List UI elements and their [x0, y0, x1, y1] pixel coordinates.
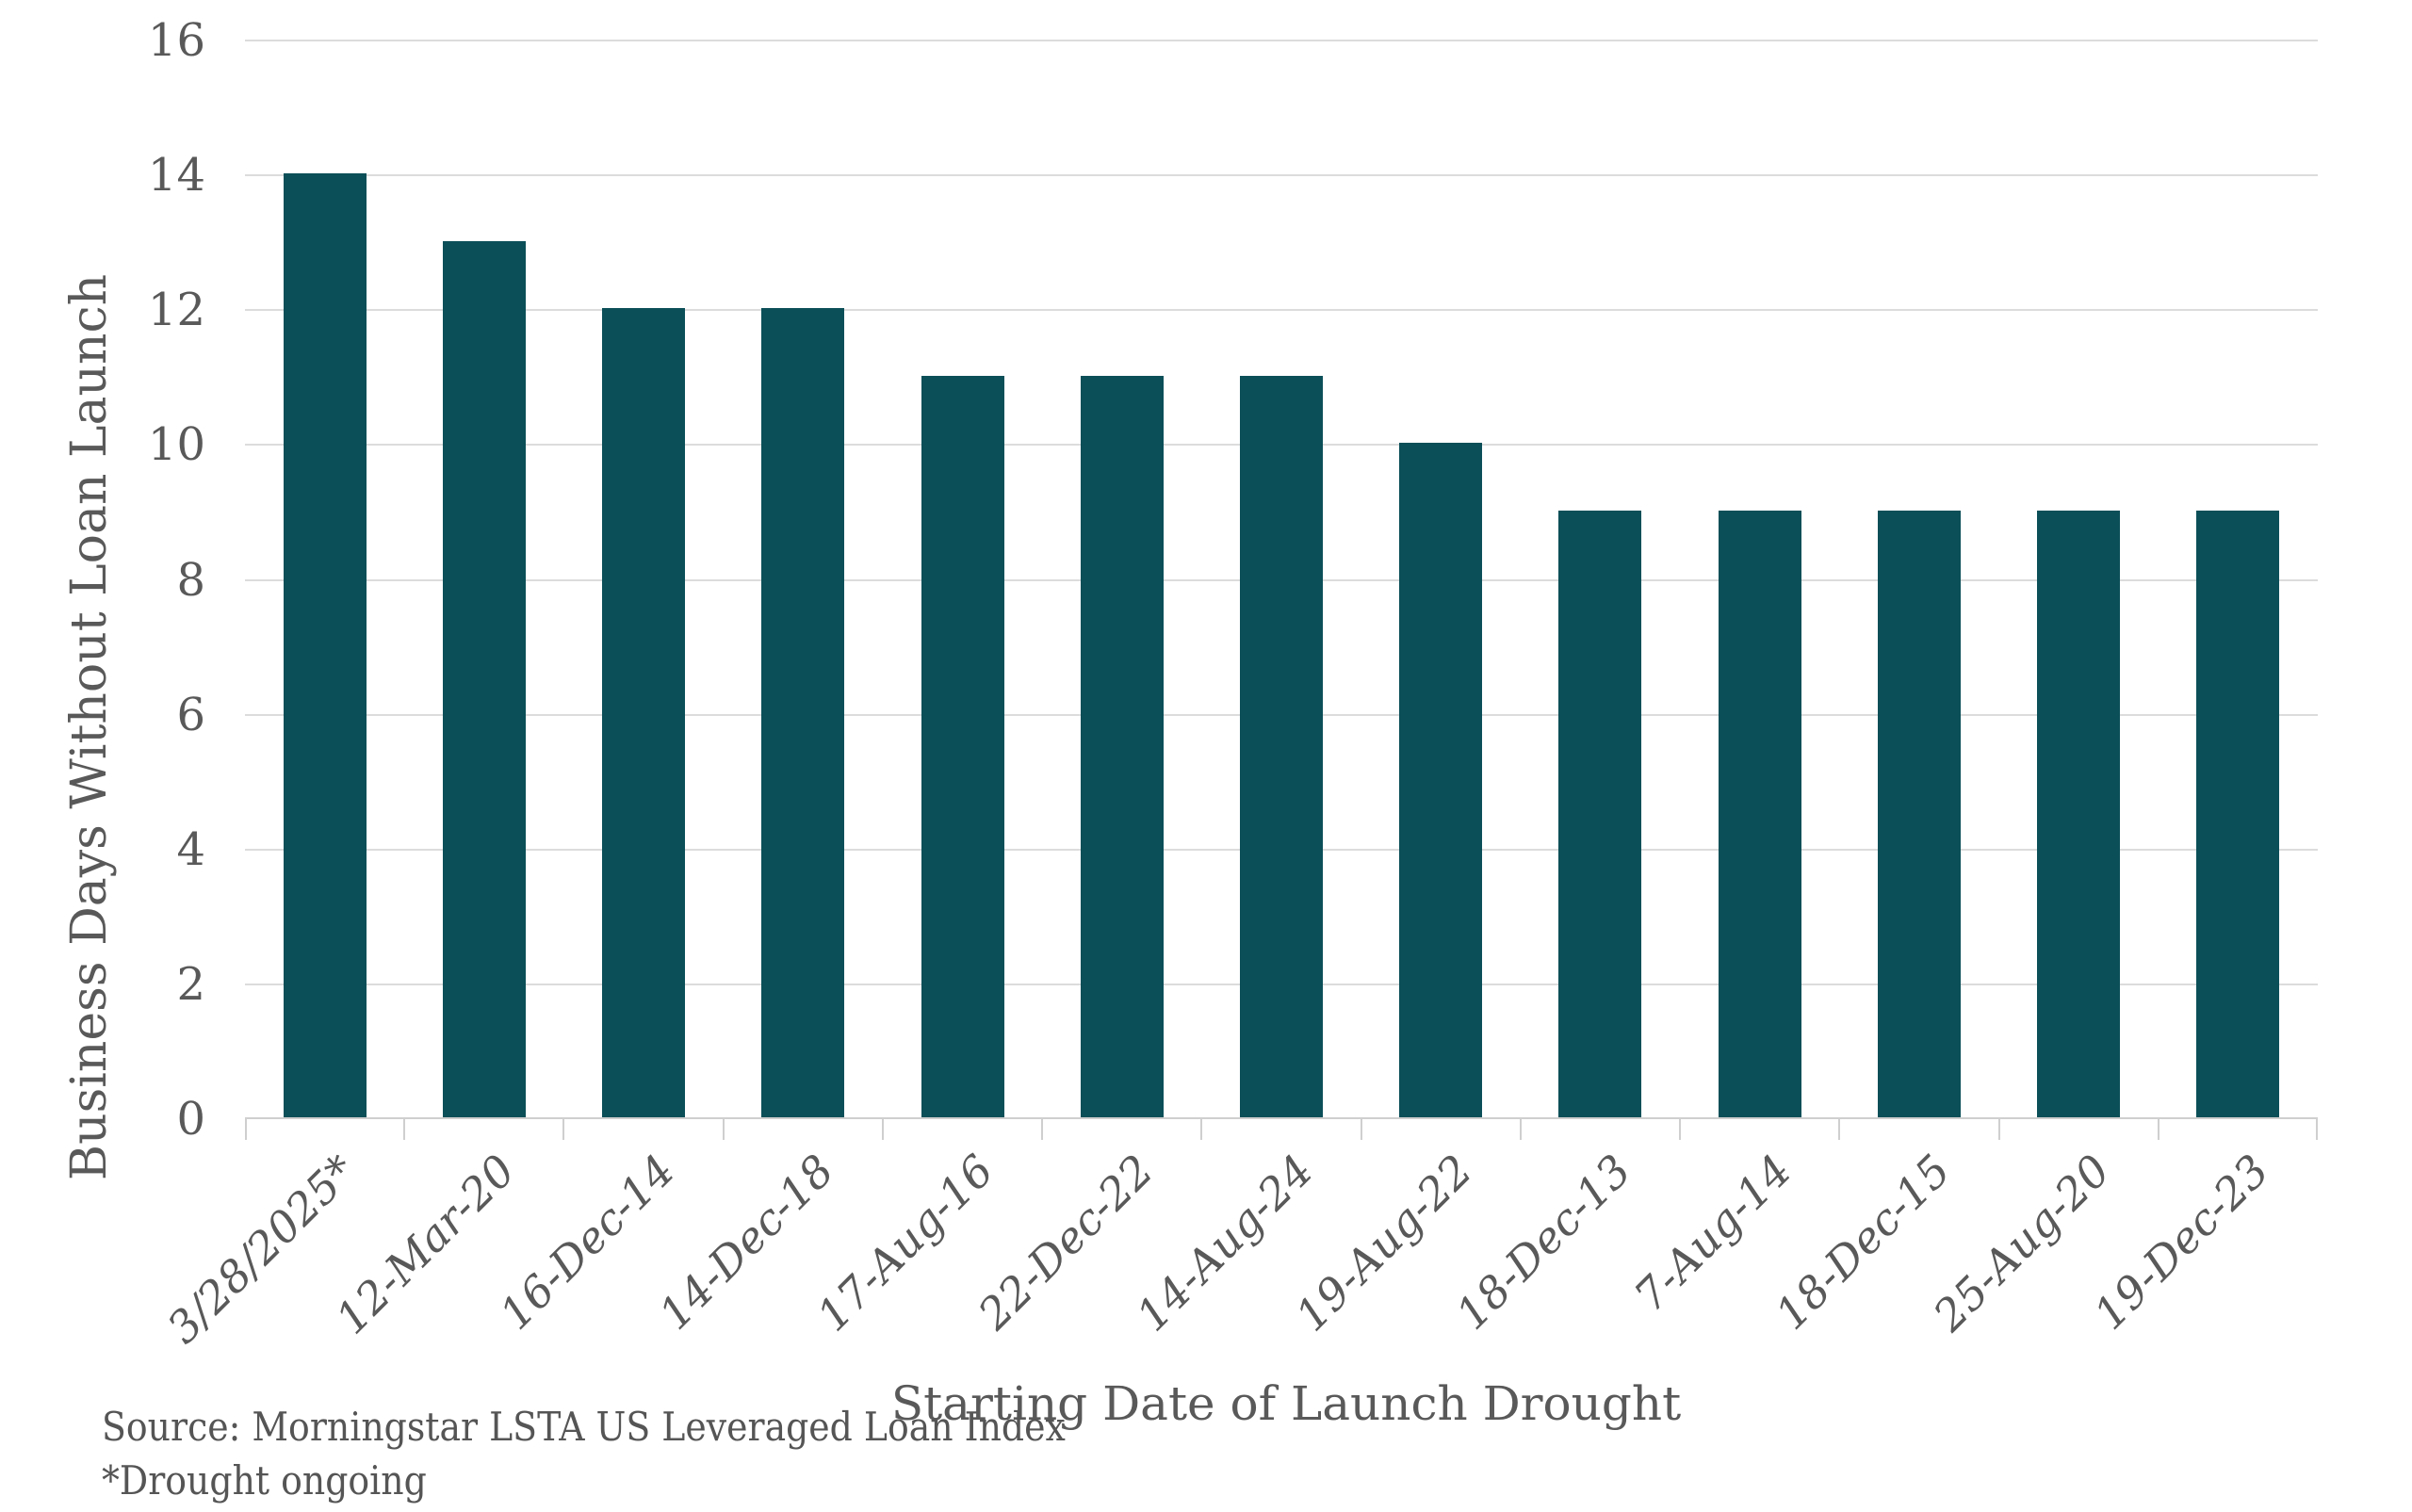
bar: [2196, 510, 2280, 1117]
axis-tick: [1360, 1119, 1362, 1140]
bar: [1399, 443, 1483, 1117]
y-tick-label: 16: [147, 14, 205, 67]
gridline: [245, 309, 2318, 311]
axis-tick: [1997, 1119, 2000, 1140]
bar: [921, 375, 1004, 1117]
y-tick-label: 0: [176, 1093, 205, 1146]
footnote: *Drought ongoing: [102, 1457, 427, 1504]
bar: [1080, 375, 1164, 1117]
source-note: Source: Morningstar LSTA US Leveraged Lo…: [102, 1404, 1066, 1450]
bar: [1240, 375, 1323, 1117]
x-axis-ticks: [245, 1119, 2318, 1144]
axis-tick: [2157, 1119, 2159, 1140]
y-tick-label: 2: [176, 957, 205, 1011]
bar: [1718, 510, 1801, 1117]
y-tick-label: 4: [176, 822, 205, 876]
axis-tick: [1519, 1119, 1522, 1140]
axis-tick: [245, 1119, 247, 1140]
bar: [761, 308, 845, 1117]
bar: [442, 240, 526, 1117]
axis-tick: [2316, 1119, 2318, 1140]
bar: [1877, 510, 1961, 1117]
axis-tick: [1838, 1119, 1841, 1140]
y-tick-label: 12: [147, 284, 205, 337]
y-tick-label: 10: [147, 418, 205, 472]
gridline: [245, 40, 2318, 41]
x-tick-label: 3/28/2025*: [156, 1145, 366, 1354]
axis-tick: [562, 1119, 565, 1140]
axis-tick: [722, 1119, 725, 1140]
x-tick-label: 7-Aug-14: [1623, 1145, 1801, 1322]
bar: [2037, 510, 2121, 1117]
bar: [283, 173, 367, 1117]
plot-area: [245, 40, 2318, 1119]
y-tick-label: 8: [176, 553, 205, 607]
axis-tick: [403, 1119, 406, 1140]
y-tick-label: 6: [176, 688, 205, 741]
bar: [1558, 510, 1642, 1117]
x-axis-labels: 3/28/2025* 12-Mar-20 16-Dec-14 14-Dec-18 17-…: [157, 1119, 2318, 1402]
x-axis-title: Starting Date of Launch Drought: [890, 1376, 1682, 1431]
y-tick-label: 14: [147, 149, 205, 203]
axis-tick: [1200, 1119, 1203, 1140]
bar: [602, 308, 686, 1117]
axis-tick: [1041, 1119, 1044, 1140]
axis-tick: [881, 1119, 884, 1140]
y-axis: 0 2 4 6 8 10 12 14 16: [0, 18, 205, 1142]
axis-tick: [1679, 1119, 1682, 1140]
gridline: [245, 174, 2318, 176]
